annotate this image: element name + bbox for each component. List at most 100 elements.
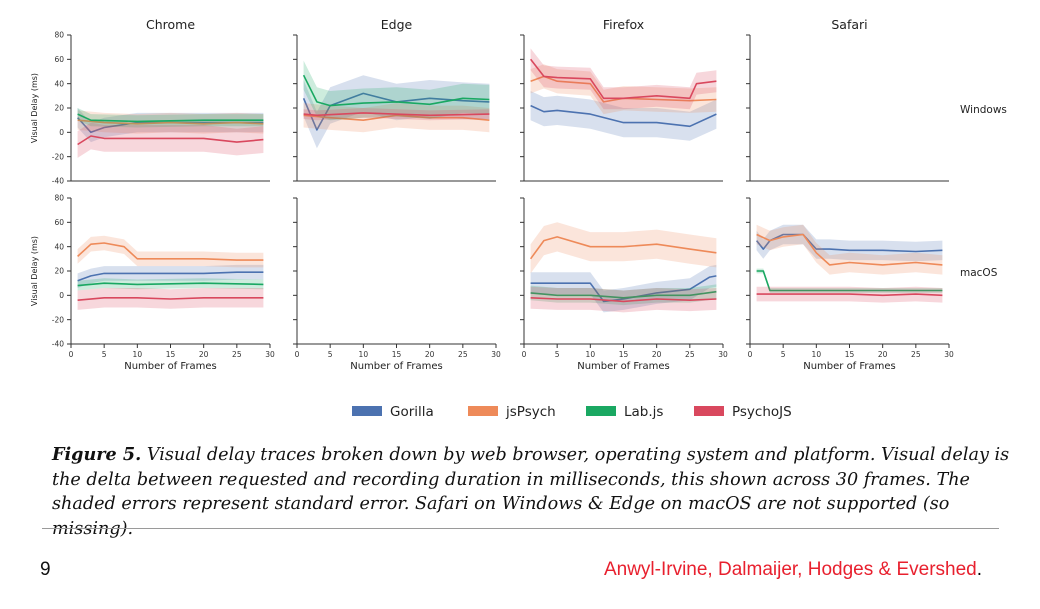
x-tick-label: 30 (944, 350, 954, 359)
x-tick-label: 10 (812, 350, 822, 359)
x-tick-label: 10 (359, 350, 369, 359)
legend-label-gorilla: Gorilla (390, 404, 434, 420)
series-line-psychojs (77, 135, 264, 146)
x-tick-label: 20 (425, 350, 435, 359)
x-tick-label: 5 (328, 350, 333, 359)
row-label-macos: macOS (960, 267, 998, 279)
error-band-gorilla (303, 75, 490, 149)
series-line-lab-js (77, 113, 264, 123)
y-tick-label: 60 (54, 218, 64, 227)
y-tick-label: 40 (54, 242, 64, 251)
series-line-psychojs (77, 296, 264, 301)
x-tick-label: 20 (652, 350, 662, 359)
x-tick-label: 25 (232, 350, 242, 359)
series-line-jspsych (303, 114, 490, 121)
series-line-lab-js (756, 270, 943, 292)
column-title-safari: Safari (831, 17, 867, 32)
series-line-gorilla (77, 271, 264, 282)
error-band-jspsych (77, 235, 264, 268)
y-tick-label: 80 (54, 31, 64, 40)
error-band-lab-js (77, 108, 264, 128)
legend-swatch-lab-js (586, 406, 616, 416)
series-line-jspsych (77, 119, 264, 125)
error-band-jspsych (756, 224, 943, 275)
column-title-firefox: Firefox (603, 17, 644, 32)
series-line-gorilla (755, 233, 943, 253)
x-tick-label: 15 (845, 350, 855, 359)
legend-label-jspsych: jsPsych (505, 404, 556, 420)
x-tick-label: 20 (199, 350, 209, 359)
series-line-gorilla (302, 92, 490, 131)
x-tick-label: 0 (748, 350, 753, 359)
series-line-jspsych (529, 236, 717, 260)
x-tick-label: 5 (102, 350, 107, 359)
x-tick-label: 15 (619, 350, 629, 359)
y-tick-label: 20 (54, 267, 64, 276)
caption-text: Visual delay traces broken down by web b… (52, 445, 1010, 539)
x-tick-label: 10 (133, 350, 143, 359)
x-tick-label: 30 (491, 350, 501, 359)
legend-swatch-jspsych (468, 406, 498, 416)
x-tick-label: 25 (911, 350, 921, 359)
column-title-chrome: Chrome (146, 17, 195, 32)
panel-firefox-windows (520, 34, 723, 182)
panel-chrome-macos: -40 -20 0 20 40 60 80 0 5 10 15 20 25 30 Number of Fra… (30, 194, 275, 372)
legend-swatch-psychojs (694, 406, 724, 416)
legend-label-lab-js: Lab.js (624, 404, 663, 420)
series-line-jspsych (530, 75, 717, 103)
y-tick-label: 80 (54, 194, 64, 203)
row-label-windows: Windows (960, 104, 1007, 116)
legend-label-psychojs: PsychoJS (732, 404, 792, 420)
error-band-psychojs (530, 286, 717, 313)
series-line-psychojs (529, 58, 717, 100)
y-axis-label: Visual Delay (ms) (30, 236, 39, 306)
error-band-jspsych (530, 64, 717, 115)
y-tick-label: 0 (59, 291, 64, 300)
author-line: Anwyl-Irvine, Dalmaijer, Hodges & Eversh… (604, 559, 982, 581)
figure-caption: Figure 5. Visual delay traces broken dow… (52, 443, 1012, 541)
panel-chrome-windows: -40 -20 0 20 40 60 80 Visual Delay (ms) (30, 31, 270, 186)
x-tick-label: 30 (265, 350, 275, 359)
y-tick-label: 40 (54, 79, 64, 88)
panel-edge-macos: 0 5 10 15 20 25 30 Number of Frames (293, 197, 501, 372)
author-names: Anwyl-Irvine, Dalmaijer, Hodges & Eversh… (603, 559, 977, 580)
x-tick-label: 10 (586, 350, 596, 359)
panel-safari-macos: 0 5 10 15 20 25 30 Number of Frames (746, 197, 954, 372)
error-band-psychojs (530, 48, 717, 110)
x-tick-label: 5 (555, 350, 560, 359)
error-band-gorilla (77, 108, 264, 143)
error-band-jspsych (530, 222, 717, 274)
y-axis-label: Visual Delay (ms) (30, 73, 39, 143)
y-tick-label: -20 (52, 152, 64, 161)
footer-divider (42, 528, 999, 529)
x-tick-label: 0 (522, 350, 527, 359)
x-tick-label: 0 (295, 350, 300, 359)
x-tick-label: 15 (166, 350, 176, 359)
error-band-jspsych (303, 103, 490, 133)
error-band-psychojs (77, 122, 264, 158)
panel-edge-windows (293, 34, 496, 182)
x-tick-label: 0 (69, 350, 74, 359)
series-line-psychojs (756, 293, 943, 297)
series-line-gorilla (530, 104, 717, 128)
series-line-psychojs (530, 297, 717, 303)
page-number: 9 (40, 559, 51, 580)
y-tick-label: -40 (52, 177, 64, 186)
x-tick-label: 5 (781, 350, 786, 359)
x-axis-label: Number of Frames (803, 361, 896, 372)
y-tick-label: -20 (52, 315, 64, 324)
y-tick-label: 20 (54, 104, 64, 113)
panel-firefox-macos: 0 5 10 15 20 25 30 Number of Frames (520, 197, 728, 372)
x-axis-label: Number of Frames (124, 361, 217, 372)
y-tick-label: -40 (52, 340, 64, 349)
error-band-lab-js (303, 60, 490, 121)
series-line-jspsych (756, 233, 943, 266)
legend-swatch-gorilla (352, 406, 382, 416)
x-tick-label: 30 (718, 350, 728, 359)
y-tick-label: 0 (59, 128, 64, 137)
series-line-lab-js (530, 290, 717, 299)
column-title-edge: Edge (381, 17, 413, 32)
x-tick-label: 25 (458, 350, 468, 359)
error-band-gorilla (77, 264, 264, 288)
x-axis-label: Number of Frames (350, 361, 443, 372)
